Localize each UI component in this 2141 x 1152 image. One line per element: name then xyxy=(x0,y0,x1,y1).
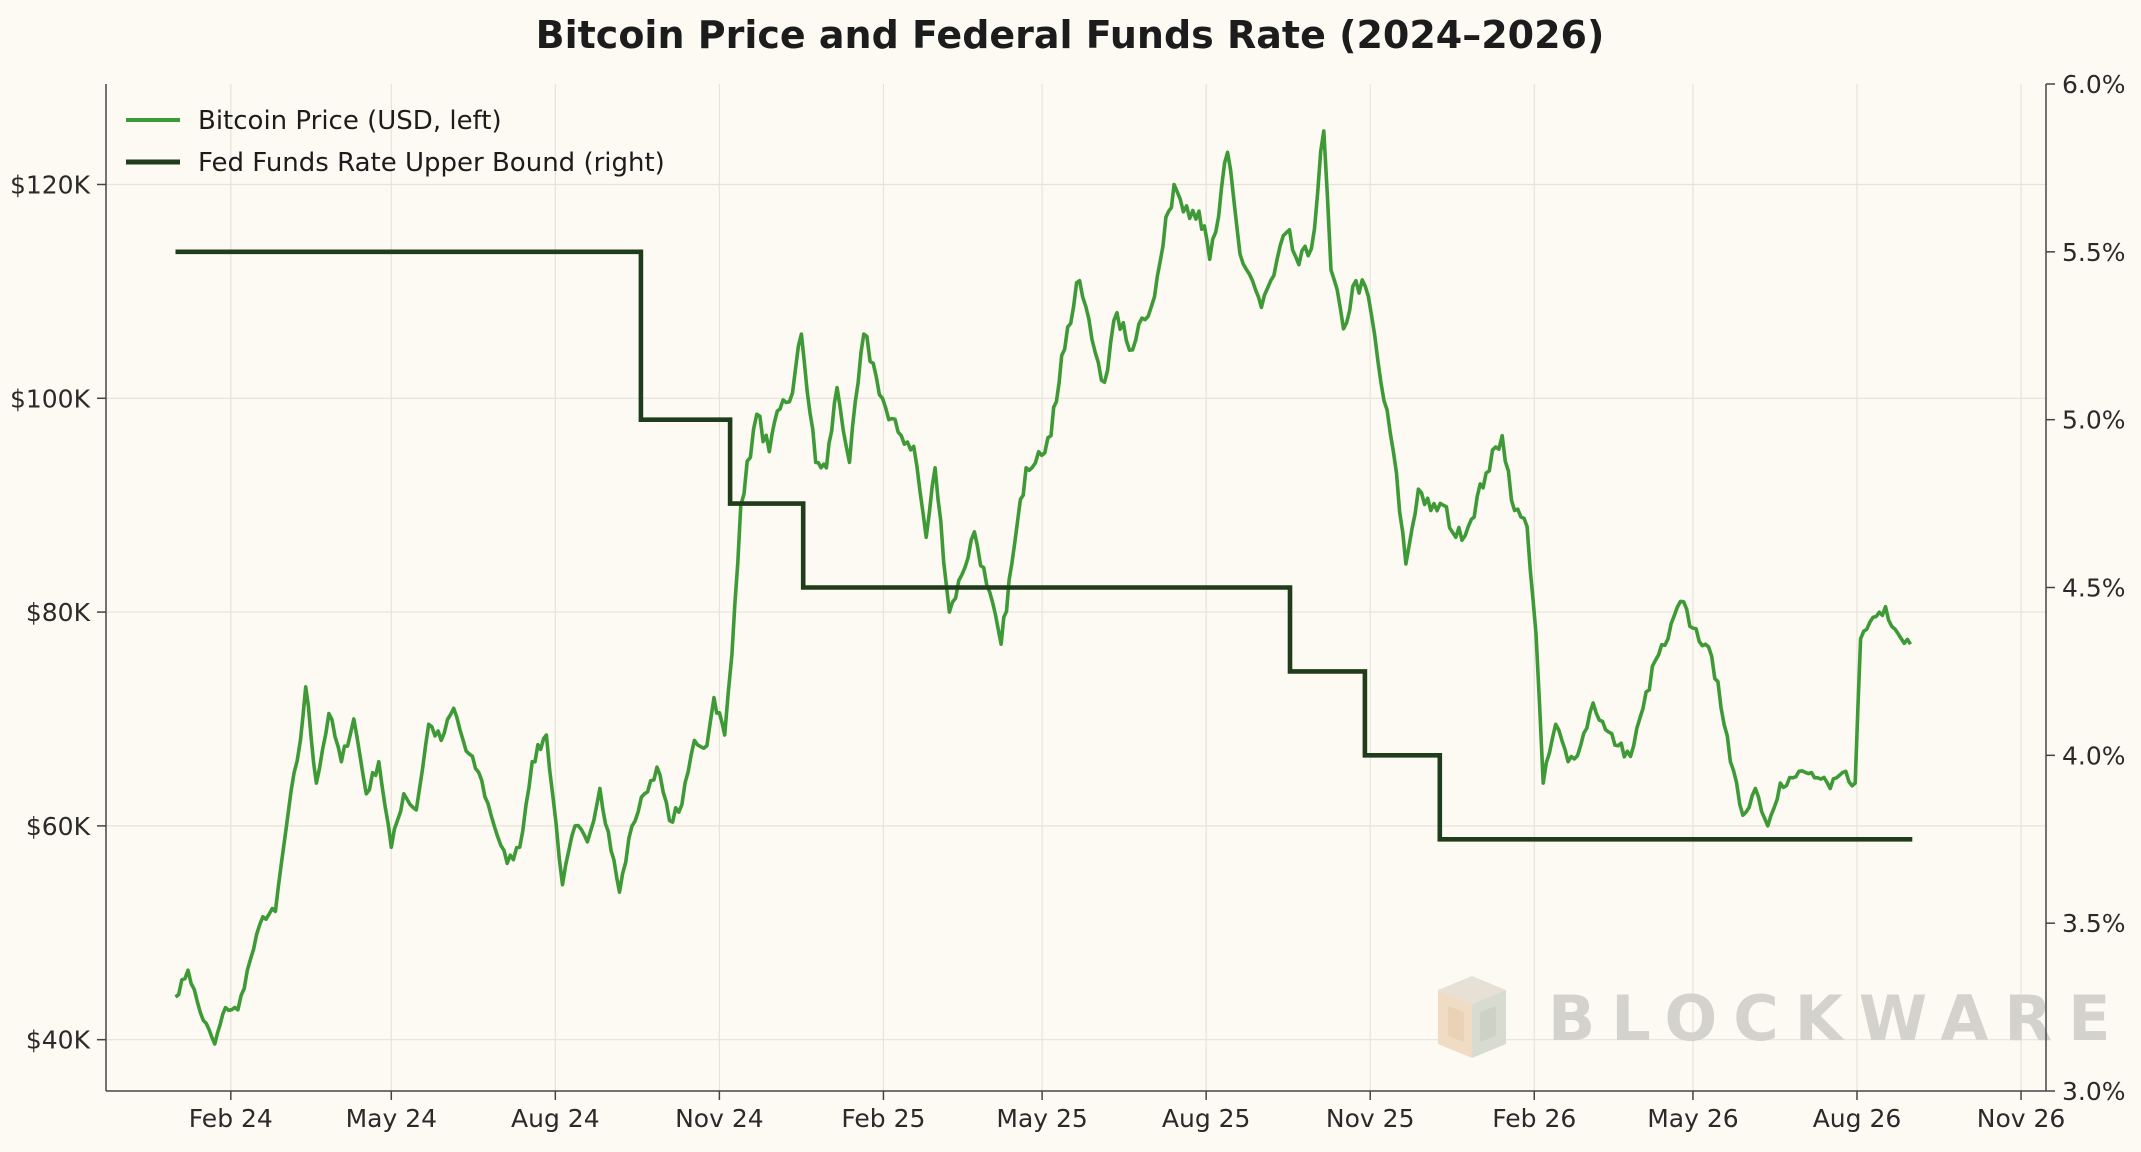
x-tick-label: May 24 xyxy=(346,1104,437,1133)
legend-label-fed-rate: Fed Funds Rate Upper Bound (right) xyxy=(198,148,665,178)
x-tick-label: May 26 xyxy=(1647,1104,1738,1133)
bitcoin-price-line xyxy=(174,129,1913,1046)
x-tick-label: Aug 26 xyxy=(1813,1104,1902,1133)
right-tick-label: 3.0% xyxy=(2062,1077,2126,1106)
watermark-logo-icon xyxy=(1438,976,1506,1058)
right-tick-label: 3.5% xyxy=(2062,909,2126,938)
watermark: BLOCKWARE xyxy=(1438,976,2126,1058)
right-tick-label: 6.0% xyxy=(2062,70,2126,99)
x-tick-label: Nov 24 xyxy=(675,1104,764,1133)
x-tick-label: Aug 25 xyxy=(1162,1104,1251,1133)
left-tick-label: $120K xyxy=(10,170,91,199)
right-tick-label: 4.5% xyxy=(2062,574,2126,603)
x-tick-label: Nov 26 xyxy=(1977,1104,2066,1133)
left-tick-label: $40K xyxy=(26,1026,91,1055)
x-tick-label: Feb 24 xyxy=(189,1104,273,1133)
series-layer xyxy=(174,129,1913,1046)
right-axis-ticks: 3.0% 3.5% 4.0% 4.5% 5.0% 5.5% 6.0% xyxy=(2046,70,2126,1106)
x-tick-label: Aug 24 xyxy=(511,1104,600,1133)
left-axis-ticks: $40K $60K $80K $100K $120K xyxy=(10,170,106,1055)
fed-funds-rate-line xyxy=(175,249,1913,842)
left-tick-label: $60K xyxy=(26,812,91,841)
right-tick-label: 5.0% xyxy=(2062,406,2126,435)
x-tick-label: Feb 25 xyxy=(841,1104,925,1133)
x-tick-label: Feb 26 xyxy=(1492,1104,1576,1133)
legend: Bitcoin Price (USD, left) Fed Funds Rate… xyxy=(126,106,665,178)
right-tick-label: 5.5% xyxy=(2062,238,2126,267)
right-tick-label: 4.0% xyxy=(2062,741,2126,770)
watermark-text: BLOCKWARE xyxy=(1548,982,2126,1055)
x-tick-label: Nov 25 xyxy=(1326,1104,1415,1133)
chart-title: Bitcoin Price and Federal Funds Rate (20… xyxy=(536,13,1605,57)
legend-label-bitcoin: Bitcoin Price (USD, left) xyxy=(198,106,502,136)
left-tick-label: $80K xyxy=(26,598,91,627)
x-axis-ticks: Feb 24 May 24 Aug 24 Nov 24 Feb 25 May 25 Aug … xyxy=(189,1091,2066,1133)
left-tick-label: $100K xyxy=(10,384,91,413)
x-tick-label: May 25 xyxy=(996,1104,1087,1133)
